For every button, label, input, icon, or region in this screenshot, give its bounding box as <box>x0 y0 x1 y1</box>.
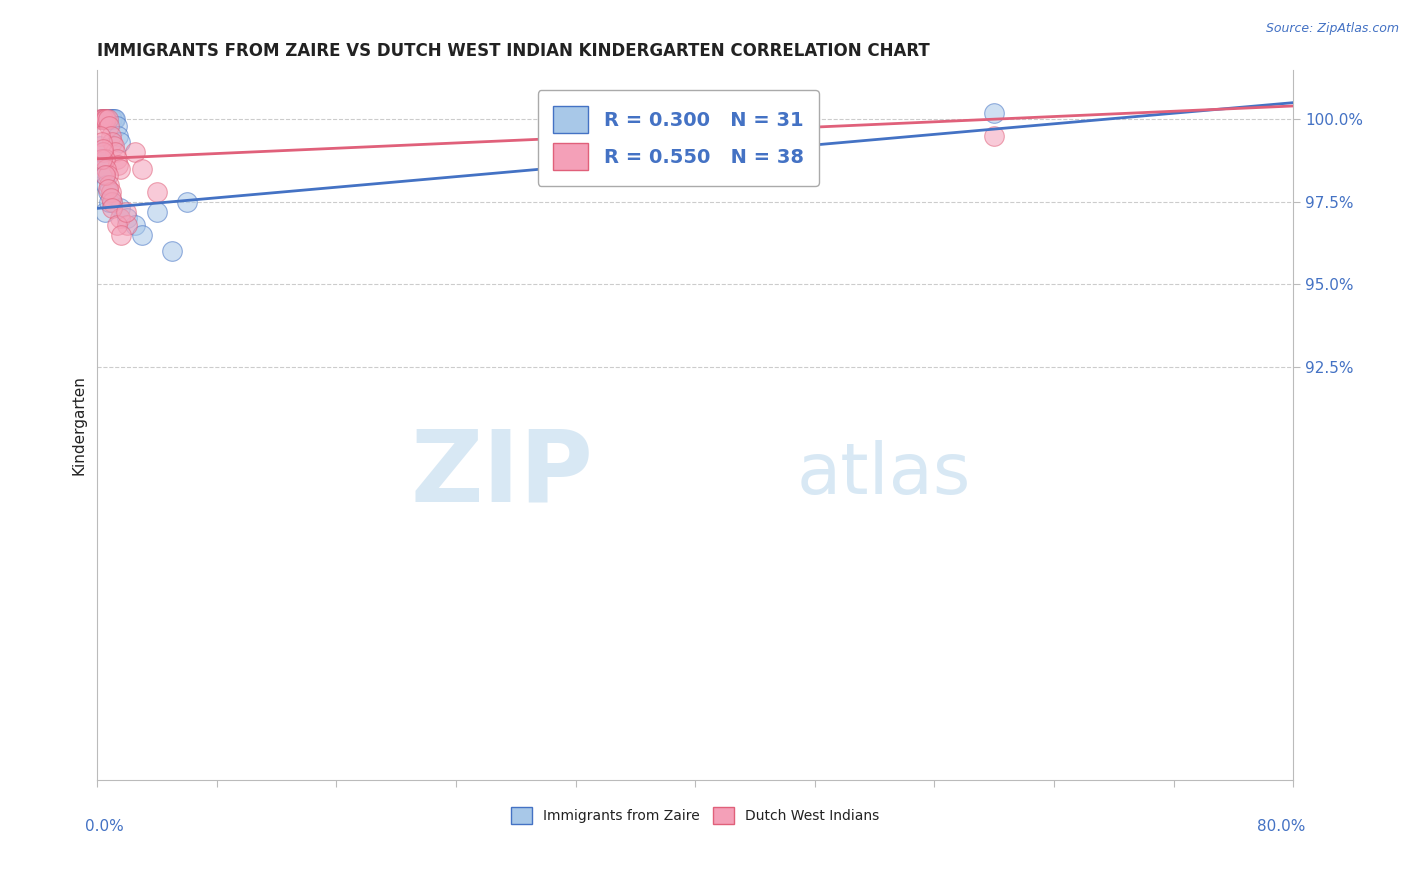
Point <box>97 169 120 183</box>
Point <box>124 145 146 160</box>
Text: atlas: atlas <box>797 440 972 508</box>
Point <box>91 112 114 127</box>
Point <box>96 178 118 193</box>
Point <box>90 112 112 127</box>
Point <box>98 194 121 209</box>
Point <box>100 191 122 205</box>
Point <box>110 227 132 242</box>
Point <box>101 112 124 127</box>
Point <box>124 218 146 232</box>
Point <box>89 112 111 127</box>
Point <box>107 158 129 172</box>
Point <box>101 202 124 216</box>
Point <box>96 161 118 176</box>
Point <box>104 112 127 127</box>
Y-axis label: Kindergarten: Kindergarten <box>72 375 86 475</box>
Point <box>160 244 183 259</box>
Point <box>108 211 131 226</box>
Text: Source: ZipAtlas.com: Source: ZipAtlas.com <box>1265 22 1399 36</box>
Point <box>91 112 114 127</box>
Point <box>94 169 117 183</box>
Text: 80.0%: 80.0% <box>1257 819 1305 834</box>
Point <box>97 181 120 195</box>
Point <box>105 152 128 166</box>
Point <box>98 178 121 193</box>
Point <box>117 211 139 226</box>
Point <box>98 119 121 133</box>
Point <box>90 112 112 127</box>
Point <box>96 112 118 127</box>
Point <box>108 136 131 150</box>
Point <box>107 128 129 143</box>
Point <box>94 204 117 219</box>
Point <box>108 161 131 176</box>
Point <box>96 112 118 127</box>
Point <box>983 105 1005 120</box>
Point <box>94 112 117 127</box>
Point <box>114 204 136 219</box>
Point <box>105 119 128 133</box>
Text: IMMIGRANTS FROM ZAIRE VS DUTCH WEST INDIAN KINDERGARTEN CORRELATION CHART: IMMIGRANTS FROM ZAIRE VS DUTCH WEST INDI… <box>97 42 931 60</box>
Point <box>117 218 139 232</box>
Point <box>98 112 121 127</box>
Point <box>983 128 1005 143</box>
Point <box>100 128 122 143</box>
Point <box>97 112 120 127</box>
Point <box>103 112 125 127</box>
Point <box>97 185 120 199</box>
Point <box>103 138 125 153</box>
Point <box>91 145 114 160</box>
Point <box>91 142 114 156</box>
Point <box>100 112 122 127</box>
Point <box>100 185 122 199</box>
Legend: Immigrants from Zaire, Dutch West Indians: Immigrants from Zaire, Dutch West Indian… <box>505 801 886 830</box>
Point <box>101 194 124 209</box>
Point <box>108 202 131 216</box>
Point <box>101 136 124 150</box>
Point <box>146 204 169 219</box>
Point <box>101 194 124 209</box>
Point <box>97 112 120 127</box>
Text: ZIP: ZIP <box>411 425 593 523</box>
Point <box>176 194 198 209</box>
Point <box>91 161 114 176</box>
Point <box>89 128 111 143</box>
Point <box>105 218 128 232</box>
Point <box>104 145 127 160</box>
Point <box>94 112 117 127</box>
Point <box>94 169 117 183</box>
Point <box>90 152 112 166</box>
Point <box>90 136 112 150</box>
Text: 0.0%: 0.0% <box>86 819 124 834</box>
Point <box>146 185 169 199</box>
Point <box>131 161 153 176</box>
Point <box>89 138 111 153</box>
Point <box>90 145 112 160</box>
Point <box>94 152 117 166</box>
Point <box>131 227 153 242</box>
Point <box>90 152 112 166</box>
